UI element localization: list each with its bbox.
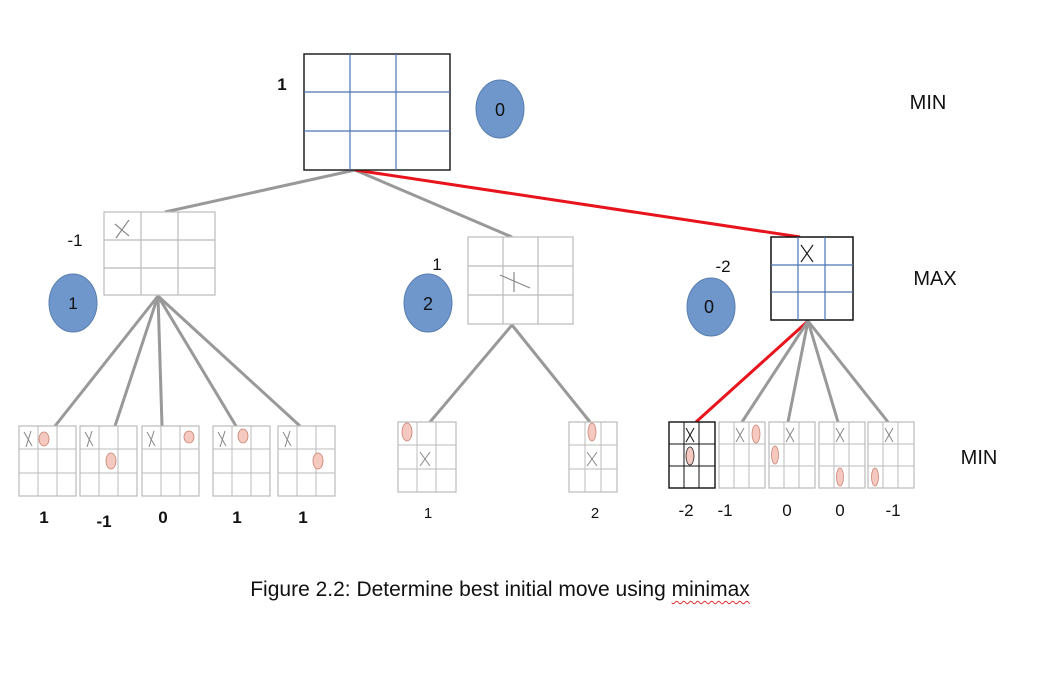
leaf-board — [18, 425, 77, 497]
edge — [806, 320, 840, 423]
leaf-score: 0 — [782, 501, 791, 520]
edges-child1-to-leaves — [53, 294, 302, 428]
leaf-score: 1 — [232, 508, 241, 527]
root-bubble: 0 — [475, 79, 525, 139]
leaf-score: 2 — [591, 505, 599, 522]
child1-board — [103, 211, 216, 296]
level-label-root: MIN — [910, 92, 947, 114]
leaf-score: -1 — [717, 501, 732, 520]
edge — [428, 324, 514, 423]
leaf-score: -1 — [96, 512, 111, 531]
level-label-leaves: MIN — [961, 447, 998, 469]
leaf-score: 0 — [158, 508, 167, 527]
caption-prefix: Figure 2.2: Determine best initial move … — [250, 578, 672, 601]
root-board — [303, 53, 451, 171]
edges-root-to-children — [164, 168, 801, 239]
edge — [786, 320, 810, 423]
leaf-score: 1 — [298, 508, 307, 527]
level-label-middle: MAX — [913, 268, 956, 290]
caption-word: minimax — [671, 578, 750, 601]
leaf-board — [818, 421, 866, 489]
leaf-board — [212, 425, 271, 497]
child3-bubble-value: 0 — [704, 297, 714, 317]
root-bubble-value: 0 — [495, 100, 505, 120]
child1-bubble: 1 — [48, 273, 98, 333]
child3-board — [770, 236, 854, 321]
child2-bubble-value: 2 — [423, 294, 433, 314]
edge — [156, 294, 302, 428]
leaf-board — [768, 421, 816, 489]
edge — [740, 320, 810, 423]
edge — [113, 295, 160, 427]
leaf-score: 0 — [835, 501, 844, 520]
child3-bubble: 0 — [686, 277, 736, 337]
x-mark — [800, 244, 814, 263]
edge-best — [694, 319, 810, 424]
edge-root-child3-best — [354, 168, 801, 239]
edge — [510, 324, 592, 423]
leaf-board — [79, 425, 138, 497]
leaf-board — [141, 425, 200, 497]
x-mark — [114, 219, 130, 239]
figure-caption: Figure 2.2: Determine best initial move … — [0, 578, 1000, 602]
child3-score: -2 — [715, 257, 730, 276]
leaf-score: 1 — [39, 508, 48, 527]
edge — [806, 320, 890, 423]
leaf-board — [867, 421, 915, 489]
leaf-board — [397, 421, 457, 493]
child2-board — [467, 236, 574, 325]
edge-root-child2 — [354, 168, 513, 239]
leaf-score: -2 — [678, 501, 693, 520]
edge — [53, 295, 160, 427]
edges-child3-to-leaves — [694, 319, 890, 424]
leaf-board — [277, 425, 336, 497]
child1-bubble-value: 1 — [68, 294, 77, 313]
leaf-board — [718, 421, 766, 489]
child2-bubble: 2 — [403, 273, 453, 333]
leaf-score: -1 — [885, 501, 900, 520]
child1-score: -1 — [67, 231, 82, 250]
child2-score: 1 — [432, 255, 441, 274]
root-score: 1 — [277, 75, 286, 94]
leaf-score: 1 — [424, 505, 432, 522]
edge — [156, 295, 164, 427]
edges-child2-to-leaves — [428, 324, 592, 423]
edge — [156, 295, 238, 427]
leaf-board — [568, 421, 618, 493]
edge-root-child1 — [164, 168, 356, 214]
leaf-board-best — [668, 421, 716, 489]
x-mark — [499, 272, 531, 292]
